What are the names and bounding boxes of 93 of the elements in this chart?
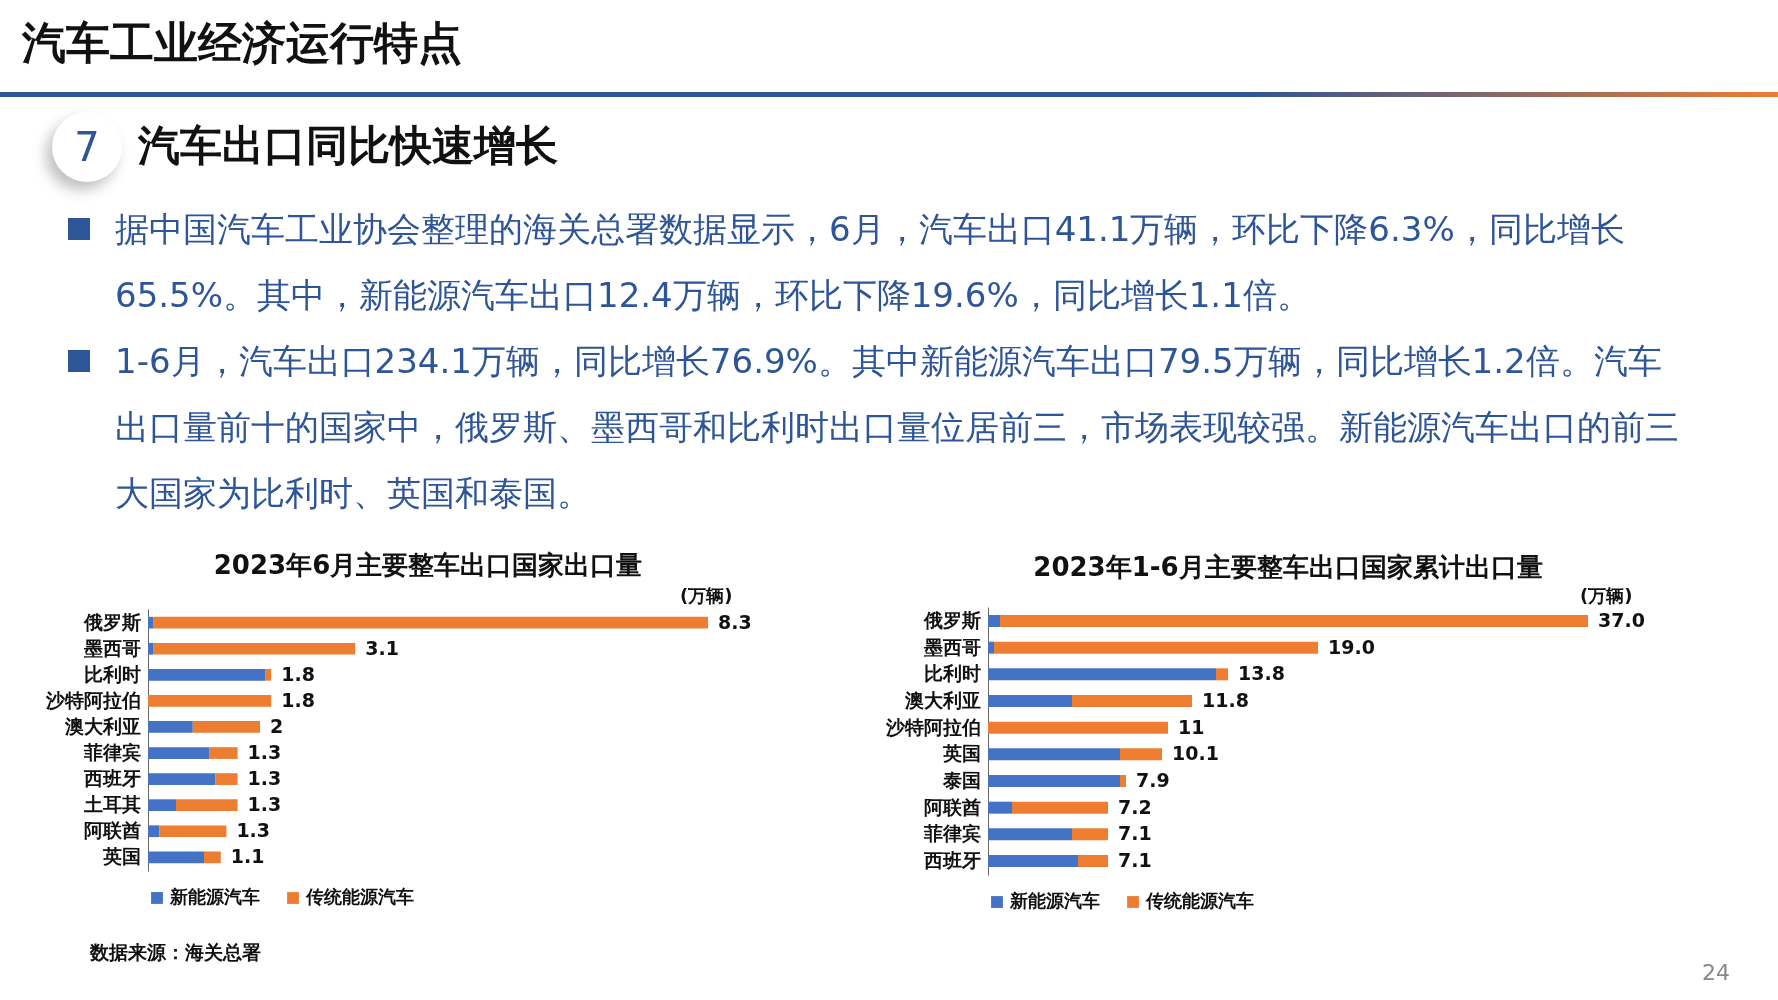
bar	[988, 695, 1072, 707]
annotation: 1.8	[281, 688, 315, 711]
annotation: 1.1	[230, 845, 265, 868]
annotation: 13.8	[1238, 662, 1285, 685]
bar	[988, 668, 1216, 681]
bar	[1012, 801, 1108, 814]
text: 据中国汽车工业协会整理的海关总署数据显示，6月，汽车出口41.1万辆，环比下降6.3%，同比增长65.5%。其中，新能源汽车出口12.4万辆，环比下降19.6%，同比增长1.1倍。	[115, 208, 1626, 317]
annotation: 7.1	[1118, 822, 1152, 845]
bar	[1216, 668, 1228, 681]
text: 汽车出口同比快速增长	[138, 120, 558, 172]
y-tick-label: 西班牙	[82, 767, 141, 790]
bar	[153, 642, 356, 655]
bar	[148, 851, 204, 864]
annotation: 1.3	[247, 793, 282, 816]
bar	[265, 668, 272, 681]
bar	[148, 825, 160, 838]
text: 1-6月，汽车出口234.1万辆，同比增长76.9%。其中新能源汽车出口79.5万辆，同比增长1.2倍。汽车出口量前十的国家中，俄罗斯、墨西哥和比利时出口量位居前三，市场表现较强。新能源汽车出口的前三大国家为比利时、英国和泰国。	[115, 340, 1680, 515]
annotation: 7.9	[1136, 769, 1170, 791]
source-note: 数据来源：海关总署	[90, 940, 261, 965]
y-tick-label: 菲律宾	[922, 822, 981, 845]
bar	[204, 851, 221, 864]
annotation: 8.3	[718, 610, 752, 633]
bar	[176, 799, 238, 812]
annotation: 19.0	[1328, 635, 1375, 658]
bar	[994, 641, 1318, 654]
y-tick-label: 澳大利亚	[63, 714, 141, 737]
annotation: 1.3	[247, 767, 282, 790]
legend-label: 新能源汽车	[1009, 890, 1100, 911]
bar	[192, 721, 260, 733]
bar	[215, 773, 238, 785]
text: 24	[1702, 960, 1730, 985]
y-tick-label: 比利时	[83, 662, 141, 685]
bar	[1120, 748, 1162, 761]
y-tick-label: 俄罗斯	[922, 609, 981, 631]
y-tick-label: 英国	[941, 742, 981, 765]
y-tick-label: 墨西哥	[82, 636, 141, 659]
legend-label: 传统能源汽车	[305, 886, 414, 907]
text: 汽车工业经济运行特点	[22, 16, 462, 70]
bar	[988, 801, 1012, 814]
bar	[988, 775, 1120, 787]
legend-label: 传统能源汽车	[1145, 890, 1254, 911]
bar	[148, 773, 216, 785]
y-tick-label: 澳大利亚	[903, 689, 981, 711]
bar	[1120, 775, 1126, 787]
y-tick-label: 西班牙	[922, 849, 981, 871]
annotation: 7.2	[1118, 795, 1152, 818]
bar	[988, 748, 1120, 761]
y-tick-label: 阿联酋	[83, 819, 141, 842]
text: 7	[52, 112, 122, 182]
bar	[148, 747, 210, 759]
y-tick-label: 泰国	[941, 769, 981, 791]
annotation: 2	[270, 714, 284, 737]
text: (万辆)	[1580, 584, 1633, 608]
bar	[988, 721, 1168, 734]
chart-title: 2023年6月主要整车出口国家出口量	[213, 550, 643, 580]
y-tick-label: 比利时	[923, 662, 981, 685]
bar	[1000, 615, 1588, 627]
bar	[148, 642, 154, 655]
bar	[209, 747, 238, 759]
bar	[148, 695, 272, 707]
bar	[159, 825, 227, 838]
y-tick-label: 沙特阿拉伯	[884, 715, 981, 738]
legend-label: 新能源汽车	[169, 886, 260, 907]
y-tick-label: 英国	[101, 845, 141, 868]
annotation: 37.0	[1598, 609, 1645, 631]
bar	[988, 855, 1078, 867]
annotation: 3.1	[365, 636, 399, 659]
y-tick-label: 俄罗斯	[82, 610, 141, 633]
bar	[988, 641, 994, 654]
y-tick-label: 沙特阿拉伯	[44, 688, 141, 711]
bar	[988, 828, 1072, 841]
annotation: 11	[1178, 715, 1205, 738]
chart-title: 2023年1-6月主要整车出口国家累计出口量	[1033, 552, 1543, 582]
bar	[153, 616, 708, 629]
bar	[148, 616, 154, 629]
y-tick-label: 土耳其	[82, 793, 141, 816]
y-tick-label: 墨西哥	[922, 635, 981, 658]
bar	[1072, 695, 1192, 707]
annotation: 11.8	[1202, 689, 1249, 711]
bar	[1078, 855, 1108, 867]
bar	[988, 615, 1000, 627]
annotation: 7.1	[1118, 849, 1152, 871]
bar	[148, 721, 193, 733]
annotation: 1.3	[247, 741, 282, 764]
annotation: 1.3	[236, 819, 271, 842]
bar	[1072, 828, 1108, 841]
y-tick-label: 菲律宾	[82, 741, 141, 764]
bar	[148, 668, 266, 681]
text: (万辆)	[680, 584, 733, 608]
annotation: 1.8	[281, 662, 315, 685]
bar	[148, 799, 176, 812]
annotation: 10.1	[1172, 742, 1219, 765]
y-tick-label: 阿联酋	[923, 795, 981, 818]
